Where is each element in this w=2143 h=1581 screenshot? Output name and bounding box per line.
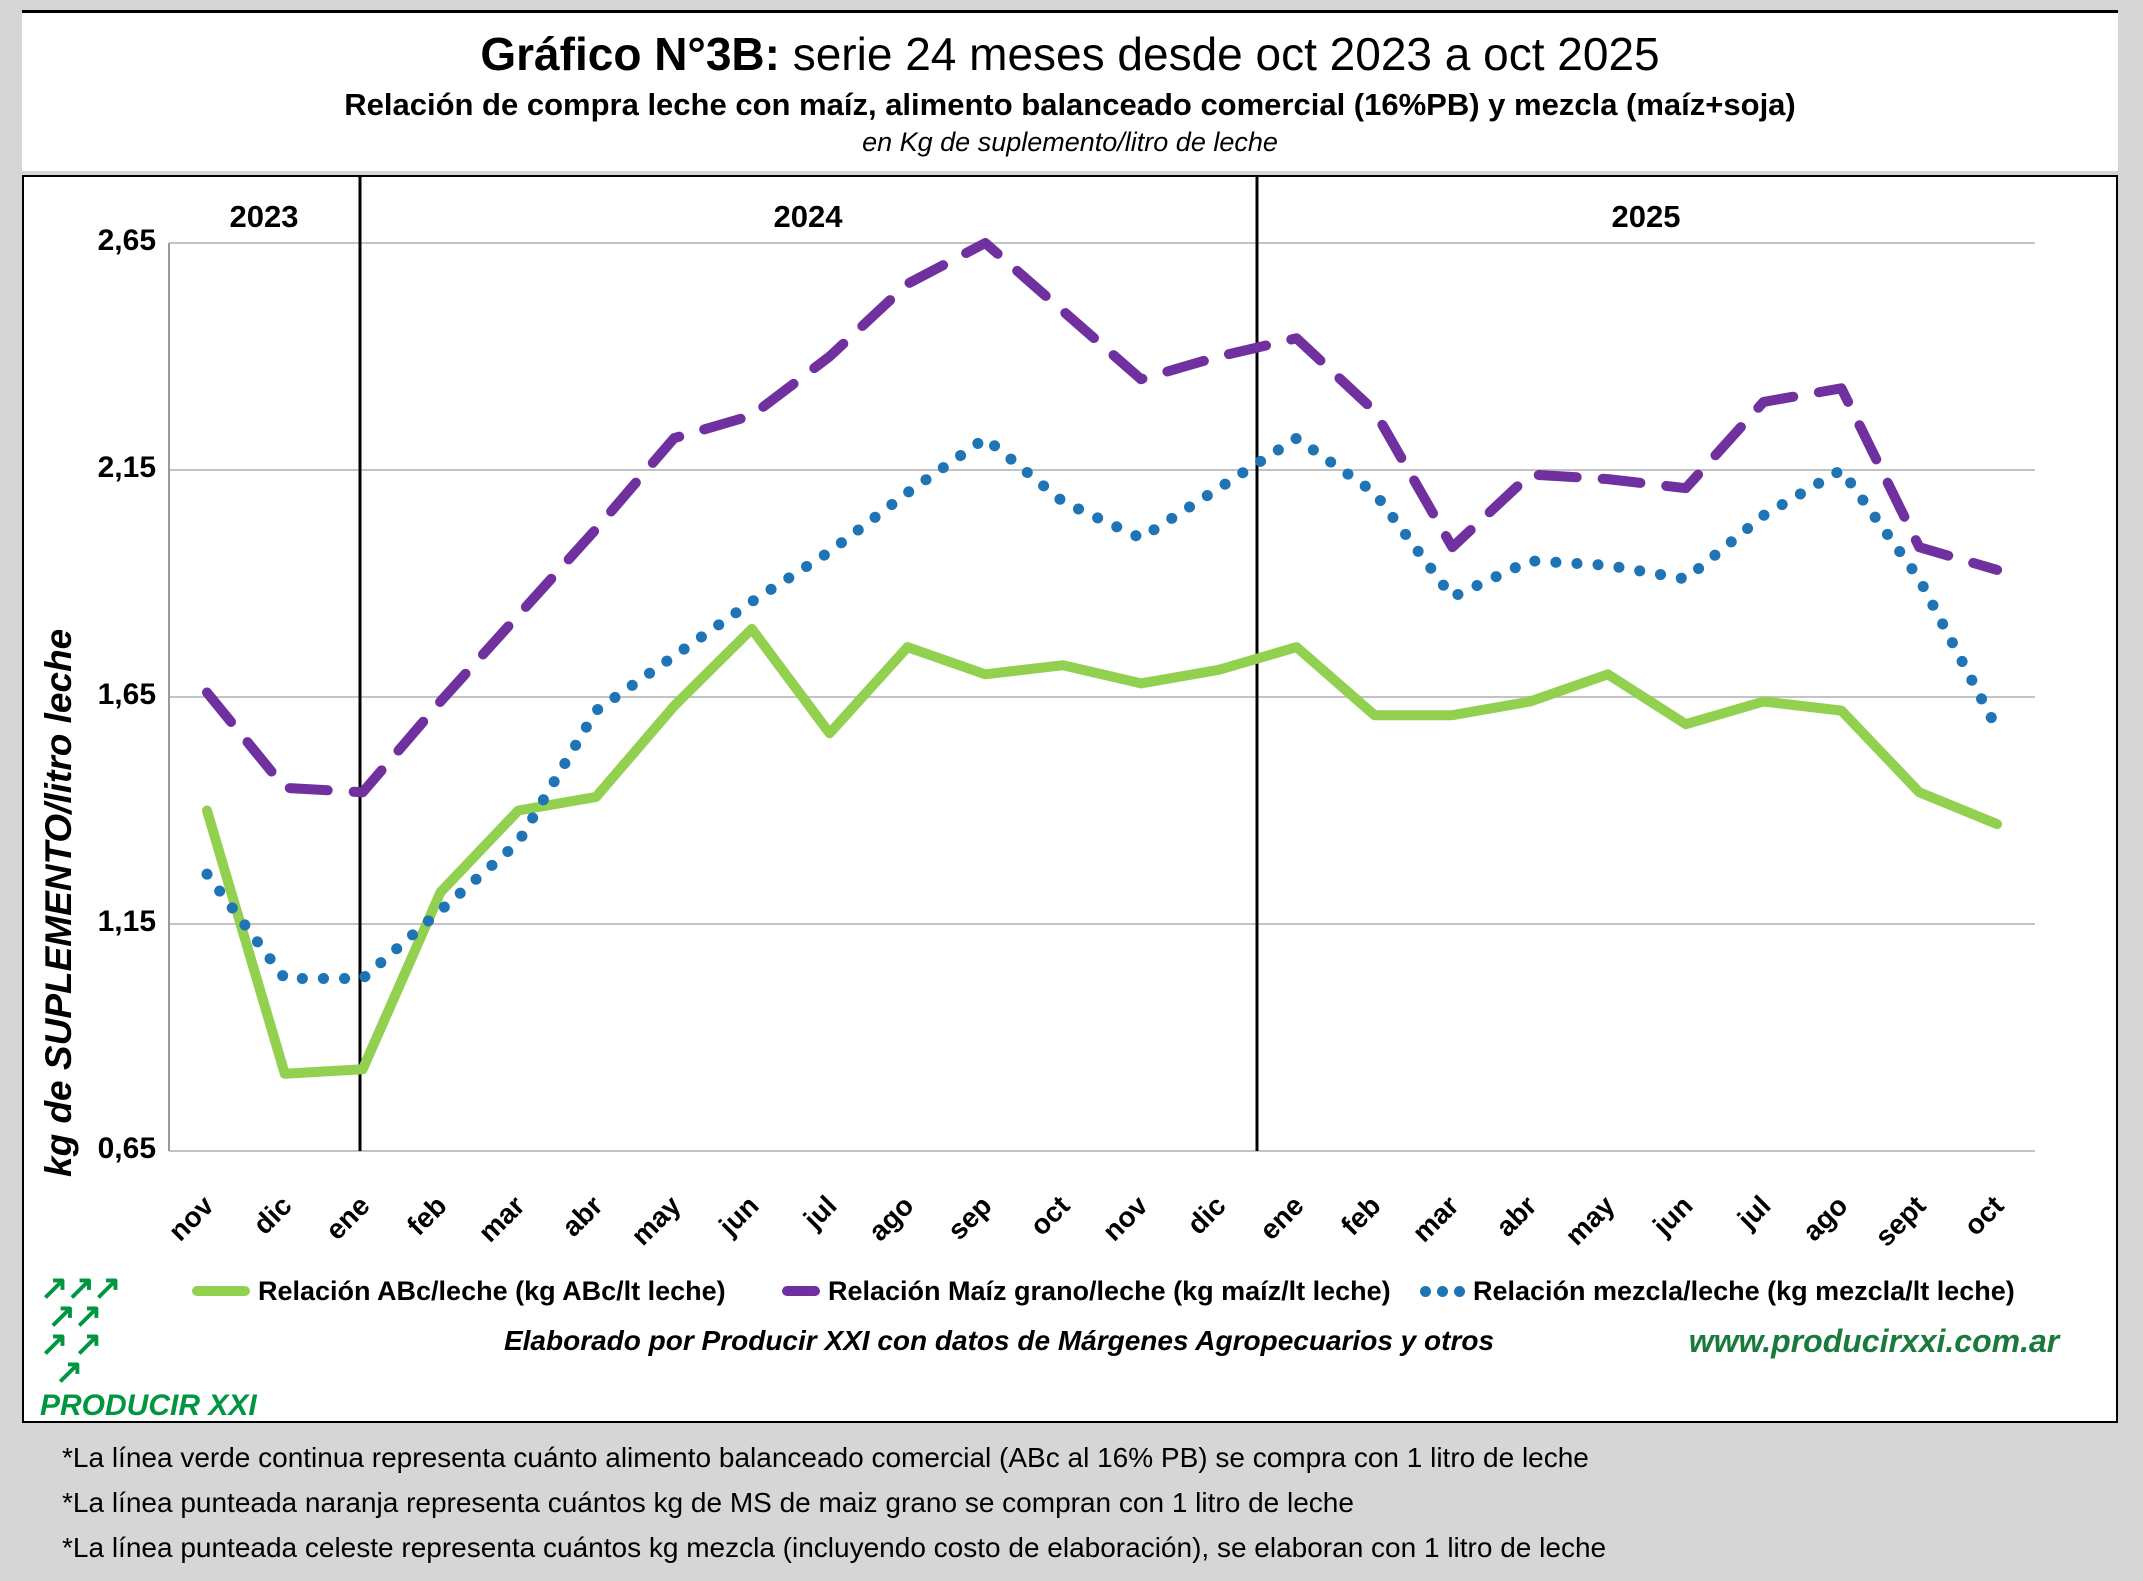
y-tick-label: 1,15 <box>97 905 156 938</box>
year-label-2025: 2025 <box>1611 199 1681 234</box>
y-tick-label: 1,65 <box>97 678 156 711</box>
gridlines <box>169 242 2035 1152</box>
legend-item-abc: Relación ABc/leche (kg ABc/lt leche) <box>192 1273 726 1309</box>
series-line-dashed <box>202 238 2003 798</box>
footnote-orange: *La línea punteada naranja representa cu… <box>62 1487 1354 1518</box>
legend-swatch-purple-dash <box>782 1286 820 1296</box>
y-tick-label: 2,65 <box>97 224 156 257</box>
y-tick-label: 0,65 <box>97 1132 156 1165</box>
footnote-blue: *La línea punteada celeste representa cu… <box>62 1532 1607 1563</box>
logo-arrows-icon: ↗↗↗ ↗↗ ↗ ↗ ↗ <box>40 1269 121 1391</box>
title-box: Gráfico N°3B: serie 24 meses desde oct 2… <box>22 10 2118 171</box>
series-lines <box>201 238 2003 1079</box>
legend-label-mezcla: Relación mezcla/leche (kg mezcla/lt lech… <box>1473 1275 2015 1306</box>
legend-swatch-green-line <box>192 1286 250 1296</box>
legend: Relación ABc/leche (kg ABc/lt leche) Rel… <box>24 1273 2116 1313</box>
y-tick-label: 2,15 <box>97 451 156 484</box>
chart-title: Gráfico N°3B: serie 24 meses desde oct 2… <box>22 27 2118 81</box>
series-line-solid <box>202 623 2003 1079</box>
chart-subtitle: Relación de compra leche con maíz, alime… <box>344 87 1796 122</box>
footnotes: *La línea verde continua representa cuán… <box>62 1442 2082 1577</box>
credit-text: Elaborado por Producir XXI con datos de … <box>503 1325 1495 1356</box>
chart-unit-line: en Kg de suplemento/litro de leche <box>862 127 1278 157</box>
chart-title-rest: serie 24 meses desde oct 2023 a oct 2025 <box>779 28 1660 80</box>
year-separators <box>358 177 1259 1151</box>
logo-text: PRODUCIR XXI <box>40 1388 257 1422</box>
legend-label-abc: Relación ABc/leche (kg ABc/lt leche) <box>258 1275 726 1306</box>
website-link[interactable]: www.producirxxi.com.ar <box>1688 1323 2060 1359</box>
plot-svg <box>168 177 2035 1152</box>
producir-xxi-logo: ↗↗↗ ↗↗ ↗ ↗ ↗ PRODUCIR XXI <box>40 1269 290 1423</box>
chart-title-prefix: Gráfico N°3B: <box>480 28 780 80</box>
chart-area: kg de SUPLEMENTO/litro leche 2,65 2,15 1… <box>22 175 2118 1423</box>
footnote-green: *La línea verde continua representa cuán… <box>62 1442 1589 1473</box>
legend-item-maiz: Relación Maíz grano/leche (kg maíz/lt le… <box>782 1273 1391 1309</box>
legend-swatch-blue-dots <box>1420 1285 1465 1297</box>
year-label-2023: 2023 <box>229 199 299 234</box>
legend-label-maiz: Relación Maíz grano/leche (kg maíz/lt le… <box>828 1275 1391 1306</box>
series-line-dotted <box>201 432 2003 984</box>
year-label-2024: 2024 <box>773 199 843 234</box>
legend-item-mezcla: Relación mezcla/leche (kg mezcla/lt lech… <box>1420 1273 2015 1309</box>
